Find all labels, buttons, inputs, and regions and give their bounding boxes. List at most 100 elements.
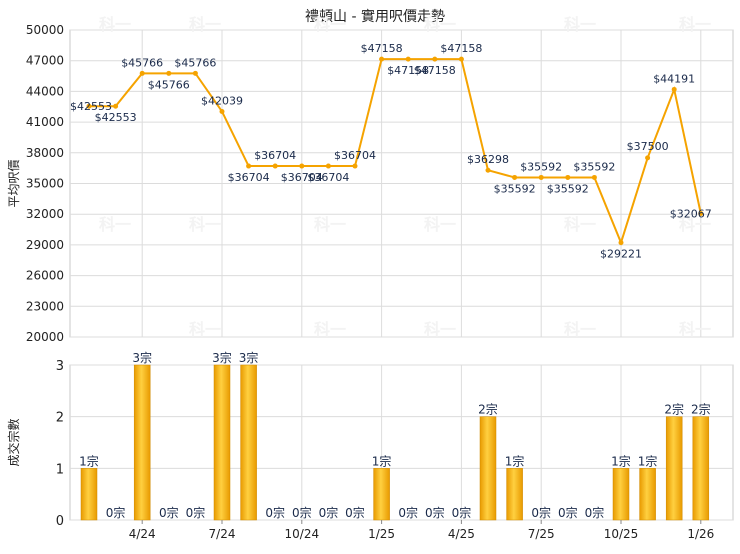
transaction-bar bbox=[506, 468, 523, 521]
price-data-label: $47158 bbox=[414, 64, 456, 77]
watermark-text: 科一 bbox=[314, 215, 346, 234]
price-data-label: $47158 bbox=[440, 42, 482, 55]
price-data-label: $42553 bbox=[70, 100, 112, 113]
price-point bbox=[192, 70, 198, 76]
x-tick-label: 7/25 bbox=[528, 527, 555, 541]
price-data-label: $36704 bbox=[307, 171, 349, 184]
transaction-data-label: 1宗 bbox=[638, 453, 658, 468]
watermark-text: 科一 bbox=[679, 15, 711, 34]
line-y-tick-label: 41000 bbox=[26, 115, 64, 129]
price-data-label: $35592 bbox=[494, 182, 536, 195]
price-data-label: $42553 bbox=[95, 111, 137, 124]
price-data-label: $36704 bbox=[254, 149, 296, 162]
price-data-label: $45766 bbox=[121, 56, 163, 69]
price-point bbox=[219, 108, 225, 114]
line-y-tick-label: 32000 bbox=[26, 207, 64, 221]
transaction-data-label: 3宗 bbox=[239, 350, 259, 365]
watermark-text: 科一 bbox=[189, 320, 221, 339]
price-data-label: $47158 bbox=[361, 42, 403, 55]
transaction-bar bbox=[639, 468, 656, 521]
transaction-bar bbox=[80, 468, 98, 521]
chart-title: 禮頓山 - 實用呎價走勢 bbox=[305, 8, 445, 25]
price-point bbox=[538, 174, 544, 180]
transaction-data-label: 0宗 bbox=[345, 505, 365, 520]
watermark-text: 科一 bbox=[189, 215, 221, 234]
transactions-bar-panel: 0 1 2 3 成交宗數 1宗 0宗 3宗 0宗 0宗 3宗 3宗 0宗 0宗 0宗 0宗 1宗 0宗 0宗 0宗 2宗… bbox=[6, 350, 734, 541]
transaction-data-label: 1宗 bbox=[372, 453, 392, 468]
price-point bbox=[405, 56, 411, 62]
price-data-label: $37500 bbox=[627, 140, 669, 153]
transaction-data-label: 0宗 bbox=[319, 505, 339, 520]
price-data-label: $47158 bbox=[387, 64, 429, 77]
price-point bbox=[512, 174, 518, 180]
bar-y-tick-label: 2 bbox=[56, 411, 64, 426]
line-y-tick-label: 29000 bbox=[26, 238, 64, 252]
price-point bbox=[618, 240, 624, 246]
watermark-text: 科一 bbox=[424, 215, 456, 234]
line-y-tick-label: 44000 bbox=[26, 84, 64, 98]
price-data-label: $45766 bbox=[174, 56, 216, 69]
transaction-bar bbox=[213, 364, 231, 521]
price-point bbox=[645, 155, 651, 161]
price-point bbox=[379, 56, 385, 62]
bar-y-tick-label: 3 bbox=[56, 359, 64, 374]
bar-y-tick-label: 1 bbox=[56, 462, 64, 477]
transaction-bar bbox=[479, 416, 497, 521]
watermark-text: 科一 bbox=[424, 320, 456, 339]
transaction-data-label: 0宗 bbox=[265, 505, 285, 520]
price-point bbox=[352, 163, 358, 169]
price-point bbox=[325, 163, 331, 169]
line-y-axis-label: 平均呎價 bbox=[7, 159, 21, 207]
price-point bbox=[698, 211, 704, 217]
price-data-label: $45766 bbox=[148, 78, 190, 91]
transaction-data-label: 0宗 bbox=[585, 505, 605, 520]
transaction-bar bbox=[240, 364, 257, 521]
transaction-data-label: 0宗 bbox=[452, 505, 472, 520]
line-y-tick-label: 20000 bbox=[26, 330, 64, 344]
line-y-tick-label: 38000 bbox=[26, 146, 64, 160]
transaction-data-label: 3宗 bbox=[212, 350, 232, 365]
price-data-label: $29221 bbox=[600, 248, 642, 261]
line-y-tick-label: 26000 bbox=[26, 269, 64, 283]
x-tick-label: 10/24 bbox=[285, 527, 320, 541]
price-data-label: $32067 bbox=[670, 208, 712, 221]
price-point bbox=[565, 174, 571, 180]
price-point bbox=[166, 70, 172, 76]
transaction-data-label: 0宗 bbox=[531, 505, 551, 520]
price-point bbox=[432, 56, 438, 62]
price-line-panel: 20000 23000 26000 29000 32000 35000 38000 41000… bbox=[7, 15, 734, 434]
watermark-text: 科一 bbox=[314, 320, 346, 339]
transaction-bar bbox=[373, 468, 390, 521]
watermark-text: 科一 bbox=[564, 15, 596, 34]
watermark-text: 科一 bbox=[189, 15, 221, 34]
watermark-text: 科一 bbox=[564, 215, 596, 234]
transaction-data-label: 0宗 bbox=[159, 505, 179, 520]
price-point bbox=[458, 56, 464, 62]
transaction-data-label: 2宗 bbox=[691, 402, 711, 417]
price-data-label: $44191 bbox=[653, 72, 695, 85]
price-point bbox=[485, 167, 491, 173]
transaction-data-label: 1宗 bbox=[505, 453, 525, 468]
price-data-label: $42039 bbox=[201, 94, 243, 107]
price-point bbox=[113, 103, 119, 109]
x-tick-label: 1/26 bbox=[687, 527, 714, 541]
transaction-bar bbox=[133, 364, 151, 521]
price-data-label: $35592 bbox=[573, 160, 615, 173]
line-y-tick-label: 35000 bbox=[26, 177, 64, 191]
watermark-text: 科一 bbox=[424, 15, 456, 34]
transaction-data-label: 0宗 bbox=[425, 505, 445, 520]
line-y-tick-label: 50000 bbox=[26, 23, 64, 37]
transaction-bar bbox=[665, 416, 683, 521]
watermark-text: 科一 bbox=[314, 15, 346, 34]
transaction-data-label: 1宗 bbox=[79, 453, 99, 468]
bar-y-tick-label: 0 bbox=[56, 514, 64, 529]
line-y-tick-label: 47000 bbox=[26, 54, 64, 68]
transaction-data-label: 0宗 bbox=[106, 505, 126, 520]
transaction-data-label: 0宗 bbox=[292, 505, 312, 520]
price-data-label: $36298 bbox=[467, 153, 509, 166]
watermark-text: 科一 bbox=[99, 15, 131, 34]
price-data-label: $36704 bbox=[281, 171, 323, 184]
transaction-data-label: 2宗 bbox=[478, 402, 498, 417]
